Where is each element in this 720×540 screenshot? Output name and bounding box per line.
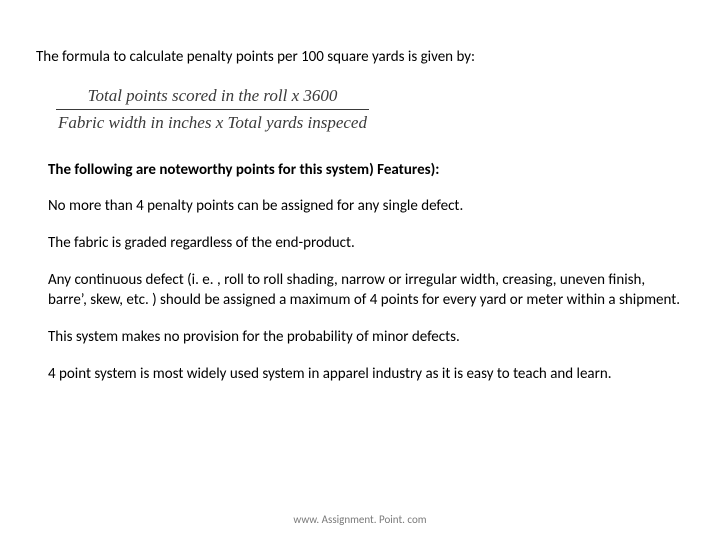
feature-point: 4 point system is most widely used syste… <box>48 365 684 384</box>
feature-point: The fabric is graded regardless of the e… <box>48 234 684 253</box>
feature-point: No more than 4 penalty points can be ass… <box>48 197 684 216</box>
formula-fraction: Total points scored in the roll x 3600 F… <box>56 86 369 133</box>
footer-text: www. Assignment. Point. com <box>0 513 720 526</box>
formula-block: Total points scored in the roll x 3600 F… <box>56 86 684 133</box>
feature-point: This system makes no provision for the p… <box>48 328 684 347</box>
formula-numerator: Total points scored in the roll x 3600 <box>56 86 369 110</box>
formula-denominator: Fabric width in inches x Total yards ins… <box>56 110 369 133</box>
intro-text: The formula to calculate penalty points … <box>36 48 684 66</box>
features-heading: The following are noteworthy points for … <box>48 161 684 179</box>
feature-point: Any continuous defect (i. e. , roll to r… <box>48 271 684 309</box>
